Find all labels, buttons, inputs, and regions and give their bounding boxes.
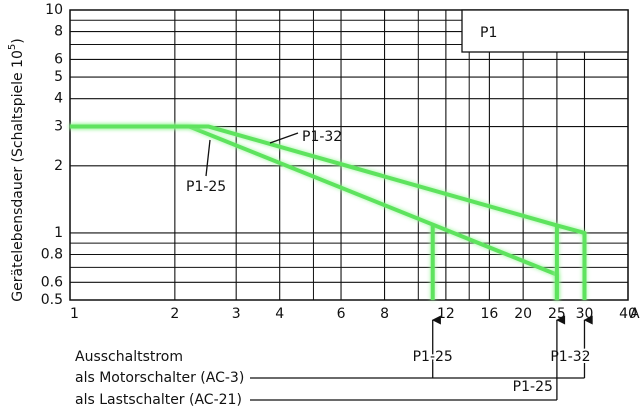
section-heading: Ausschaltstrom [75, 349, 183, 365]
x-tick-label: 8 [380, 306, 389, 322]
y-tick-label: 0.8 [41, 247, 63, 263]
y-tick-label: 8 [54, 24, 63, 40]
x-tick-label: 6 [337, 306, 346, 322]
series-annotation: P1-32 [302, 129, 342, 145]
y-tick-label: 1 [54, 225, 63, 241]
y-tick-label: 10 [45, 2, 63, 18]
y-tick-label: 5 [54, 69, 63, 85]
type-box-label: P1 [480, 25, 497, 41]
row-label: als Motorschalter (AC-3) [75, 370, 244, 386]
x-tick-label: 2 [170, 306, 179, 322]
row-label: als Lastschalter (AC-21) [75, 392, 242, 408]
series-annotation: P1-25 [186, 179, 226, 195]
y-label-exponent: 5 [7, 44, 18, 50]
leader-line [269, 132, 299, 144]
x-tick-label: 12 [437, 306, 455, 322]
x-tick-label: 1 [70, 306, 79, 322]
marker-label: P1-25 [513, 379, 553, 395]
y-label-end: ) [10, 38, 26, 43]
y-tick-label: 6 [54, 51, 63, 67]
y-label-text: Gerätelebensdauer (Schaltspiele 10 [10, 50, 26, 302]
leader-line [205, 139, 211, 177]
x-tick-label: 3 [232, 306, 241, 322]
x-tick-label: 20 [514, 306, 532, 322]
marker-label: P1-32 [550, 349, 590, 365]
y-tick-label: 4 [54, 91, 63, 107]
x-tick-label: 16 [480, 306, 498, 322]
type-box [461, 9, 629, 53]
y-axis-label: Gerätelebensdauer (Schaltspiele 105) [7, 38, 26, 301]
x-tick-label: 40 [619, 306, 637, 322]
plot-frame [69, 9, 629, 301]
x-axis-unit: A [630, 306, 640, 322]
y-tick-label: 3 [54, 119, 63, 135]
y-tick-label: 0.5 [41, 292, 63, 308]
marker-label: P1-25 [413, 349, 453, 365]
x-tick-label: 4 [275, 306, 284, 322]
y-tick-label: 0.6 [41, 274, 63, 290]
x-tick-label: 30 [576, 306, 594, 322]
series-line [70, 124, 587, 300]
y-tick-label: 2 [54, 158, 63, 174]
x-tick-label: 25 [548, 306, 566, 322]
